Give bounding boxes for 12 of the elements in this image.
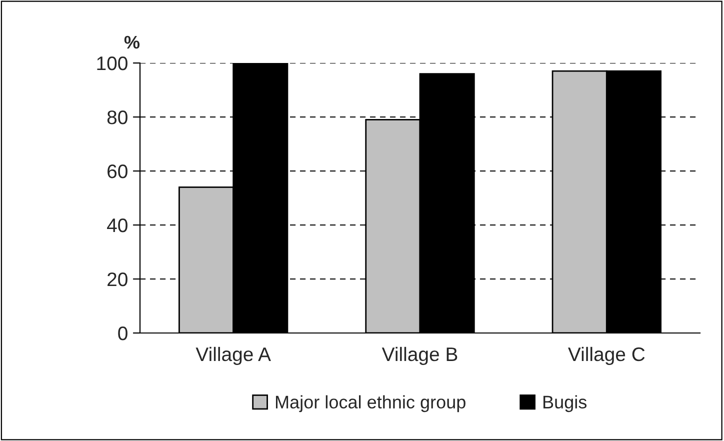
x-tick-label: Village A — [196, 346, 271, 366]
y-axis-title: % — [124, 36, 140, 49]
y-tick-label: 40 — [107, 218, 128, 232]
y-tick-label: 20 — [108, 272, 128, 286]
y-tick-label: 60 — [108, 164, 128, 178]
legend-label: Bugis — [543, 395, 587, 412]
x-tick-label: Village C — [568, 346, 645, 366]
y-tick-label: 0 — [118, 326, 128, 340]
x-tick-label: Village B — [382, 346, 458, 366]
y-tick-label: 80 — [107, 110, 128, 124]
y-tick-label: 100 — [97, 56, 128, 70]
legend-label: Major local ethnic group — [276, 395, 466, 412]
